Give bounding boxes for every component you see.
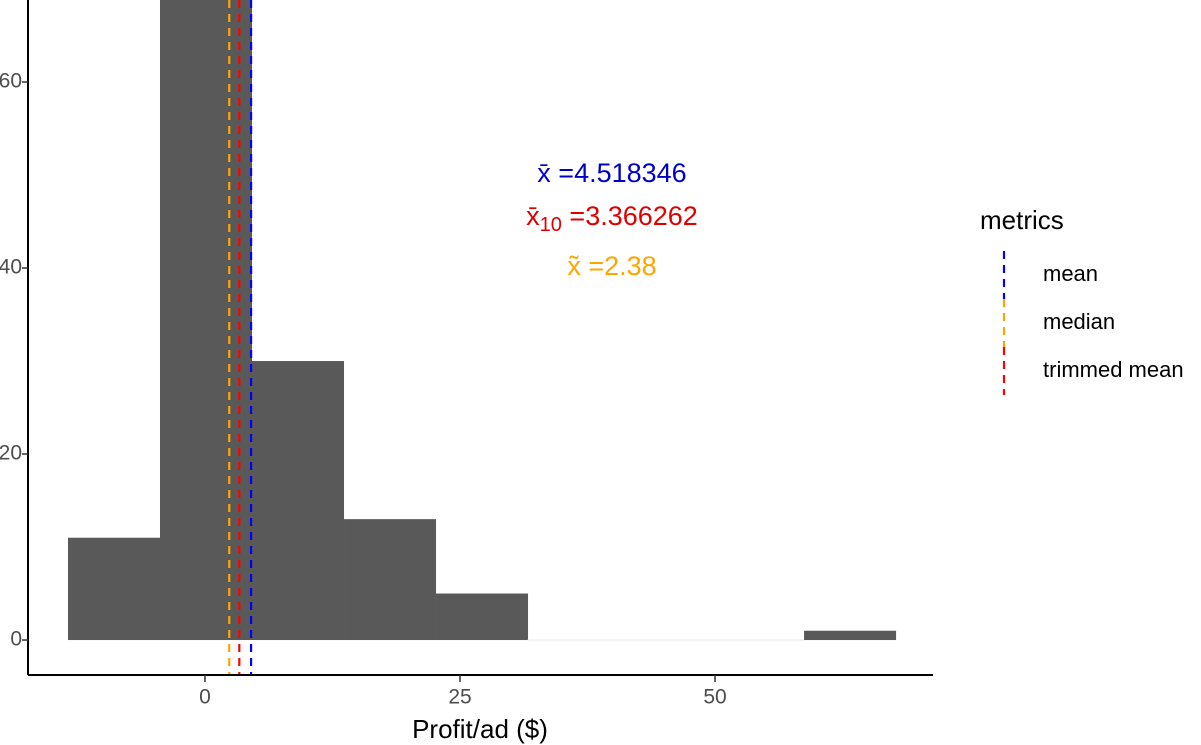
- annotation-text: =4.518346: [551, 158, 687, 188]
- x-tick-label: 0: [199, 686, 211, 709]
- x-tick-label: 50: [703, 686, 726, 709]
- bar: [159, 0, 253, 641]
- y-tick-label: 20: [0, 442, 22, 465]
- annotation-symbol: x̄: [526, 201, 540, 231]
- plot-area: [67, 0, 897, 641]
- annotation: x̄10 =3.366262: [526, 201, 698, 236]
- y-tick-label: 60: [0, 70, 22, 93]
- annotation-subscript: 10: [540, 214, 562, 236]
- annotation: x̃ =2.38: [567, 251, 656, 281]
- bar: [344, 519, 437, 641]
- legend-label: trimmed mean: [1043, 357, 1184, 382]
- x-axis-label: Profit/ad ($): [412, 714, 548, 744]
- bar: [252, 361, 345, 641]
- bar: [436, 593, 529, 641]
- legend-label: median: [1043, 309, 1115, 334]
- y-tick-label: 0: [10, 628, 22, 651]
- bar: [804, 630, 897, 641]
- annotation-symbol: x̃: [567, 251, 581, 281]
- annotation: x̄ =4.518346: [537, 158, 686, 188]
- x-tick-label: 25: [448, 686, 471, 709]
- annotation-text: =3.366262: [562, 201, 698, 231]
- annotation-text: =2.38: [581, 251, 657, 281]
- annotation-symbol: x̄: [537, 158, 551, 188]
- y-tick-label: 40: [0, 256, 22, 279]
- bar: [67, 537, 160, 641]
- legend-label: mean: [1043, 261, 1098, 286]
- legend-title: metrics: [980, 205, 1064, 235]
